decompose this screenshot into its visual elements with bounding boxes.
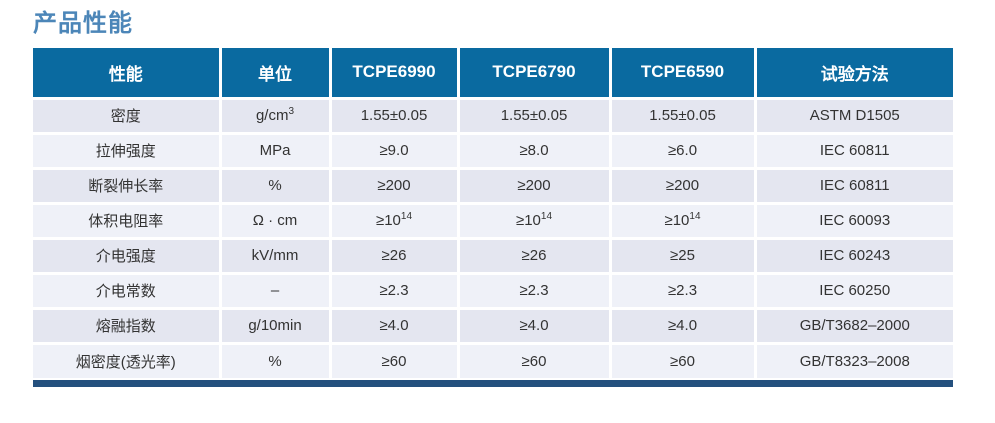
cell-method: GB/T3682–2000 <box>755 306 953 343</box>
cell-property: 介电常数 <box>33 271 222 308</box>
cell-tcpe6990: ≥200 <box>330 166 460 203</box>
cell-tcpe6990: ≥9.0 <box>330 131 460 168</box>
cell-tcpe6590: ≥1014 <box>610 201 757 238</box>
cell-unit: – <box>220 271 332 308</box>
cell-property: 断裂伸长率 <box>33 166 222 203</box>
table-row: 烟密度(透光率)% ≥60 ≥60 ≥60 GB/T8323–2008 <box>33 341 953 378</box>
cell-tcpe6590: ≥200 <box>610 166 757 203</box>
cell-method: IEC 60250 <box>755 271 953 308</box>
cell-tcpe6990: ≥2.3 <box>330 271 460 308</box>
column-header-unit: 单位 <box>220 48 332 98</box>
cell-tcpe6790: ≥200 <box>458 166 612 203</box>
cell-method: ASTM D1505 <box>755 96 953 133</box>
cell-property: 密度 <box>33 96 222 133</box>
table-row: 断裂伸长率% ≥200 ≥200 ≥200 IEC 60811 <box>33 166 953 203</box>
table-header-row: 性能 单位 TCPE6990 TCPE6790 TCPE6590 试验方法 <box>33 48 953 98</box>
cell-method: IEC 60811 <box>755 131 953 168</box>
spec-table: 性能 单位 TCPE6990 TCPE6790 TCPE6590 试验方法 密度 g/cm3… <box>33 48 953 378</box>
column-header-tcpe6790: TCPE6790 <box>458 48 612 98</box>
table-row: 体积电阻率 Ω · cm ≥1014 ≥1014 ≥1014 IEC 60093 <box>33 201 953 238</box>
cell-property: 介电强度 <box>33 236 222 273</box>
cell-tcpe6790: ≥4.0 <box>458 306 612 343</box>
cell-unit: % <box>220 341 332 378</box>
cell-tcpe6790: ≥2.3 <box>458 271 612 308</box>
cell-property: 熔融指数 <box>33 306 222 343</box>
cell-tcpe6990: ≥4.0 <box>330 306 460 343</box>
cell-tcpe6790: ≥1014 <box>458 201 612 238</box>
cell-unit: g/10min <box>220 306 332 343</box>
superscript: 14 <box>689 211 701 222</box>
cell-method: IEC 60243 <box>755 236 953 273</box>
cell-tcpe6790: 1.55±0.05 <box>458 96 612 133</box>
column-header-tcpe6990: TCPE6990 <box>330 48 460 98</box>
column-header-tcpe6590: TCPE6590 <box>610 48 757 98</box>
cell-unit: kV/mm <box>220 236 332 273</box>
cell-property: 烟密度(透光率) <box>33 341 222 378</box>
superscript: 14 <box>540 211 553 222</box>
table-body: 密度 g/cm3 1.55±0.05 1.55±0.05 1.55±0.05 ASTM D… <box>33 96 953 378</box>
cell-tcpe6590: ≥4.0 <box>610 306 757 343</box>
product-performance-table: 性能 单位 TCPE6990 TCPE6790 TCPE6590 试验方法 密度 g/cm3… <box>33 48 953 387</box>
superscript: 3 <box>288 106 295 117</box>
superscript: 14 <box>400 211 413 222</box>
cell-tcpe6790: ≥8.0 <box>458 131 612 168</box>
cell-tcpe6590: ≥25 <box>610 236 757 273</box>
table-row: 拉伸强度 MPa ≥9.0 ≥8.0 ≥6.0 IEC 60811 <box>33 131 953 168</box>
cell-tcpe6990: ≥60 <box>330 341 460 378</box>
cell-tcpe6990: ≥26 <box>330 236 460 273</box>
table-row: 熔融指数 g/10min ≥4.0 ≥4.0 ≥4.0 GB/T3682–2000 <box>33 306 953 343</box>
cell-unit: g/cm3 <box>220 96 332 133</box>
cell-tcpe6590: ≥2.3 <box>610 271 757 308</box>
cell-property: 拉伸强度 <box>33 131 222 168</box>
cell-tcpe6990: ≥1014 <box>330 201 460 238</box>
column-header-method: 试验方法 <box>755 48 953 98</box>
page-title: 产品性能 <box>33 10 133 37</box>
table-row: 密度 g/cm3 1.55±0.05 1.55±0.05 1.55±0.05 ASTM D… <box>33 96 953 133</box>
table-row: 介电强度 kV/mm ≥26 ≥26 ≥25 IEC 60243 <box>33 236 953 273</box>
cell-tcpe6590: ≥60 <box>610 341 757 378</box>
cell-unit: Ω · cm <box>220 201 332 238</box>
cell-method: IEC 60811 <box>755 166 953 203</box>
cell-tcpe6790: ≥60 <box>458 341 612 378</box>
cell-tcpe6790: ≥26 <box>458 236 612 273</box>
cell-tcpe6590: 1.55±0.05 <box>610 96 757 133</box>
cell-unit: % <box>220 166 332 203</box>
cell-property: 体积电阻率 <box>33 201 222 238</box>
cell-tcpe6990: 1.55±0.05 <box>330 96 460 133</box>
table-row: 介电常数 – ≥2.3 ≥2.3 ≥2.3 IEC 60250 <box>33 271 953 308</box>
column-header-property: 性能 <box>33 48 222 98</box>
cell-unit: MPa <box>220 131 332 168</box>
cell-tcpe6590: ≥6.0 <box>610 131 757 168</box>
cell-method: IEC 60093 <box>755 201 953 238</box>
table-bottom-accent-bar <box>33 380 953 387</box>
cell-method: GB/T8323–2008 <box>755 341 953 378</box>
